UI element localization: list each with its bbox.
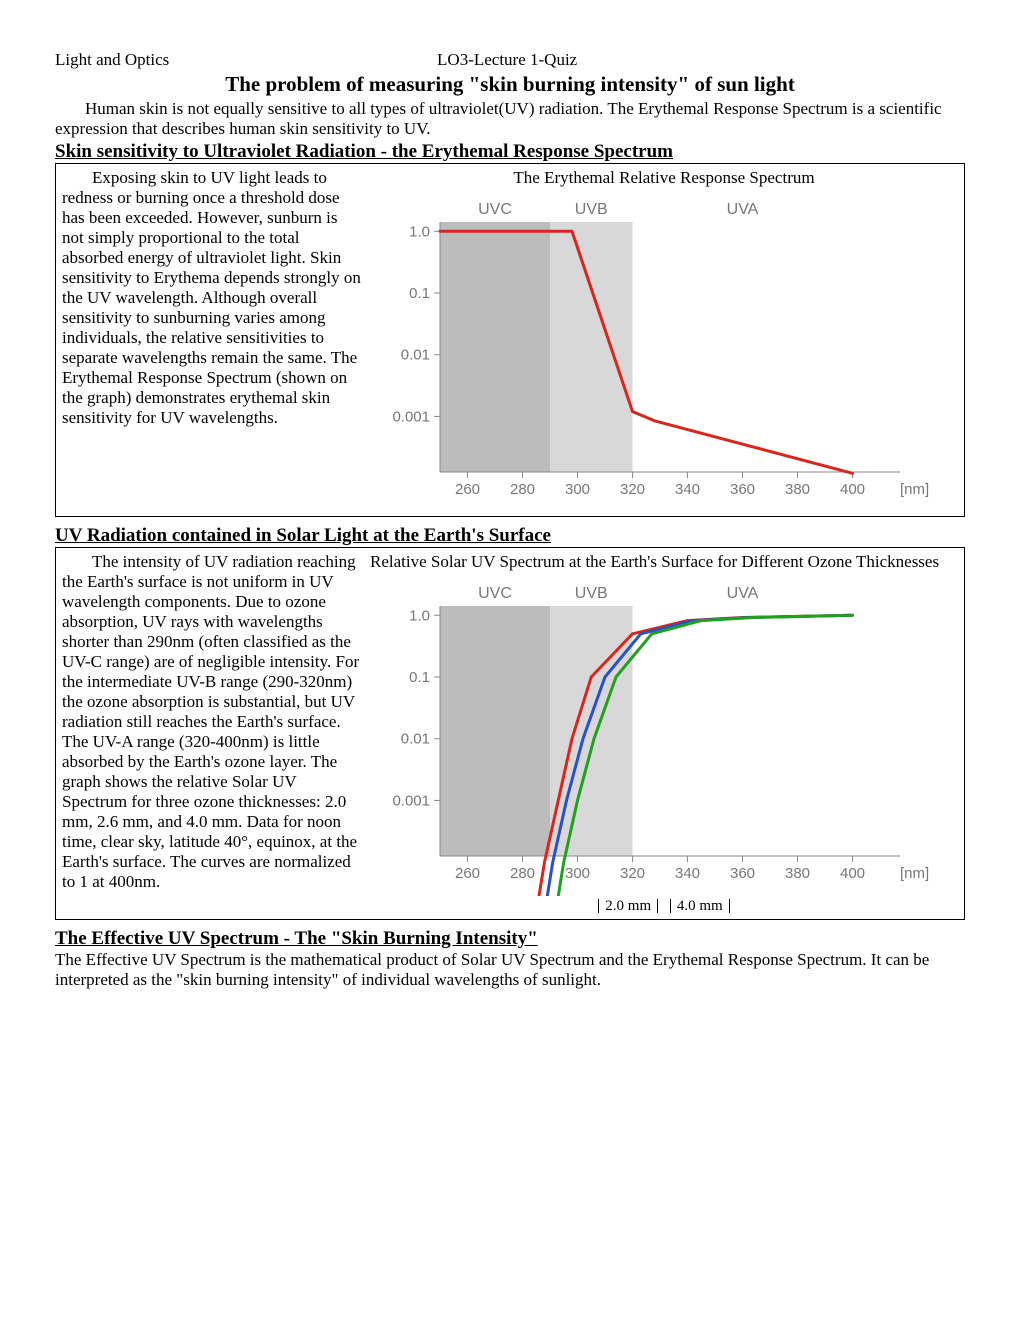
svg-text:UVC: UVC (478, 585, 512, 602)
erythemal-chart: UVC UVB UVA 1.0 0.1 0.01 0.001 260 280 300 320 340 3… (370, 192, 930, 512)
legend-b: 4.0 mm (670, 899, 730, 913)
svg-text:0.001: 0.001 (392, 408, 430, 425)
section1-box: Exposing skin to UV light leads to redne… (55, 163, 965, 517)
svg-text:340: 340 (675, 865, 700, 882)
svg-text:1.0: 1.0 (409, 607, 430, 624)
svg-text:UVC: UVC (478, 201, 512, 218)
svg-text:UVB: UVB (575, 585, 608, 602)
svg-text:340: 340 (675, 481, 700, 498)
page-header: Light and Optics LO3-Lecture 1-Quiz (55, 50, 965, 70)
svg-text:260: 260 (455, 481, 480, 498)
svg-text:320: 320 (620, 865, 645, 882)
svg-text:360: 360 (730, 865, 755, 882)
svg-text:[nm]: [nm] (900, 481, 929, 498)
main-title: The problem of measuring "skin burning i… (55, 72, 965, 97)
svg-text:380: 380 (785, 481, 810, 498)
section3-heading: The Effective UV Spectrum - The "Skin Bu… (55, 928, 965, 950)
svg-text:UVA: UVA (727, 585, 759, 602)
section2-box: The intensity of UV radiation reaching t… (55, 547, 965, 920)
svg-text:0.1: 0.1 (409, 285, 430, 302)
svg-text:400: 400 (840, 865, 865, 882)
solar-uv-chart: UVC UVB UVA 1.0 0.1 0.01 0.001 260 280 300 320 340 3… (370, 576, 930, 896)
svg-text:0.1: 0.1 (409, 669, 430, 686)
svg-text:0.01: 0.01 (401, 347, 430, 364)
svg-text:300: 300 (565, 865, 590, 882)
section1-para: Exposing skin to UV light leads to redne… (62, 168, 362, 428)
section1-heading: Skin sensitivity to Ultraviolet Radiatio… (55, 141, 965, 163)
svg-text:280: 280 (510, 481, 535, 498)
svg-text:0.001: 0.001 (392, 792, 430, 809)
svg-text:[nm]: [nm] (900, 865, 929, 882)
svg-text:1.0: 1.0 (409, 223, 430, 240)
header-left: Light and Optics (55, 50, 169, 70)
intro-paragraph: Human skin is not equally sensitive to a… (55, 99, 965, 139)
section1-text: Exposing skin to UV light leads to redne… (62, 168, 370, 512)
svg-text:300: 300 (565, 481, 590, 498)
section1-chart-area: The Erythemal Relative Response Spectrum… (370, 168, 958, 512)
svg-text:UVA: UVA (727, 201, 759, 218)
header-center: LO3-Lecture 1-Quiz (169, 50, 845, 70)
section2-chart-area: Relative Solar UV Spectrum at the Earth'… (370, 552, 958, 915)
svg-text:320: 320 (620, 481, 645, 498)
svg-text:UVB: UVB (575, 201, 608, 218)
section3-text: The Effective UV Spectrum is the mathema… (55, 950, 965, 990)
legend-a: 2.0 mm (598, 899, 658, 913)
svg-text:0.01: 0.01 (401, 731, 430, 748)
svg-text:400: 400 (840, 481, 865, 498)
section2-legend: 2.0 mm 4.0 mm (370, 898, 958, 915)
svg-text:260: 260 (455, 865, 480, 882)
section1-chart-title: The Erythemal Relative Response Spectrum (370, 168, 958, 188)
section2-text: The intensity of UV radiation reaching t… (62, 552, 370, 915)
svg-text:380: 380 (785, 865, 810, 882)
section2-heading: UV Radiation contained in Solar Light at… (55, 525, 965, 547)
svg-text:280: 280 (510, 865, 535, 882)
svg-text:360: 360 (730, 481, 755, 498)
section2-para: The intensity of UV radiation reaching t… (62, 552, 362, 892)
section2-chart-title: Relative Solar UV Spectrum at the Earth'… (370, 552, 958, 572)
